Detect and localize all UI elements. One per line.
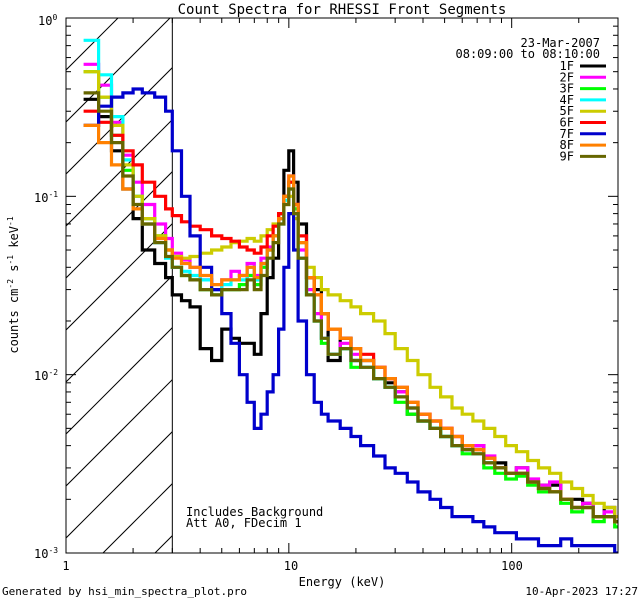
series-group	[83, 38, 618, 553]
series-line-7F	[83, 87, 618, 553]
x-tick-label: 100	[501, 559, 523, 573]
date-label: 23-Mar-2007	[521, 36, 600, 50]
legend-label-5F: 5F	[560, 104, 574, 118]
x-tick-label: 10	[284, 559, 298, 573]
hatch-line	[66, 18, 171, 123]
plot-frame	[65, 17, 619, 554]
hatch-line	[66, 66, 173, 175]
legend-label-1F: 1F	[560, 59, 574, 73]
hatch-line	[66, 274, 173, 383]
y-tick-label: 10-2	[34, 368, 58, 383]
y-tick-label: 10-3	[34, 546, 58, 561]
series-line-9F	[83, 91, 618, 524]
chart-title: Count Spectra for RHESSI Front Segments	[178, 2, 507, 18]
series-line-5F	[83, 70, 618, 519]
annotation-background: Includes Background	[186, 505, 323, 519]
annotation-attenuator: Att A0, FDecim 1	[186, 516, 302, 530]
time-range-label: 08:09:00 to 08:10:00	[456, 47, 601, 61]
x-axis-label: Energy (keV)	[299, 575, 386, 589]
legend-label-8F: 8F	[560, 138, 574, 152]
y-axis-label: counts cm-2 s-1 keV-1	[6, 216, 21, 353]
hatched-region	[66, 18, 173, 553]
y-tick-label: 100	[38, 13, 57, 28]
axis-ticks	[65, 17, 619, 554]
legend-label-6F: 6F	[560, 116, 574, 130]
legend-label-9F: 9F	[560, 149, 574, 163]
y-tick-label: 10-1	[34, 190, 58, 205]
hatch-line	[66, 430, 173, 539]
legend-label-3F: 3F	[560, 82, 574, 96]
legend-label-4F: 4F	[560, 93, 574, 107]
legend-label-7F: 7F	[560, 127, 574, 141]
x-tick-label: 1	[62, 559, 69, 573]
hatch-line	[66, 378, 173, 487]
legend-label-2F: 2F	[560, 70, 574, 84]
footer-timestamp: 10-Apr-2023 17:27	[525, 585, 638, 598]
footer-generated-by: Generated by hsi_min_spectra_plot.pro	[2, 585, 247, 598]
hatch-line	[66, 222, 173, 331]
